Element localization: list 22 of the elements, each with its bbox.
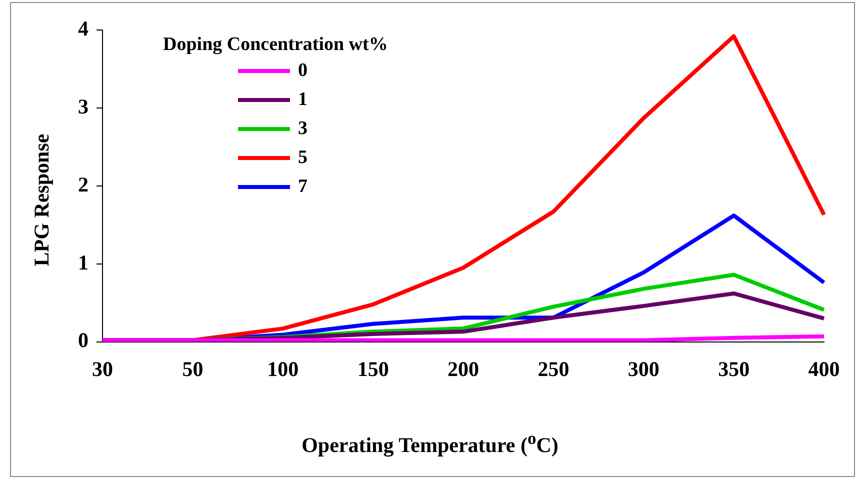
x-tick-label: 30 [92,356,113,381]
y-tick-label: 3 [78,94,88,118]
legend-label: 7 [298,176,308,198]
x-tick-label: 50 [182,356,204,381]
x-axis-title: Operating Temperature ($^{o}$C) [300,428,560,458]
x-tick-label: 300 [628,356,660,381]
y-tick-label: 4 [78,16,89,40]
y-axis-title: LPG Response [30,134,54,266]
x-tick-label: 350 [718,356,750,381]
legend-label: 3 [298,118,308,140]
legend-label: 0 [298,60,308,82]
legend-title: Doping Concentration wt% [163,34,388,56]
x-tick-label: 250 [538,356,570,381]
y-tick-label: 0 [78,328,88,352]
x-tick-label: 200 [448,356,479,381]
y-tick-label: 2 [78,172,88,196]
x-tick-label: 150 [357,356,389,381]
y-tick-label: 1 [78,250,88,274]
x-tick-label: 400 [808,356,840,381]
legend-label: 5 [298,146,308,168]
x-tick-label: 100 [267,356,299,381]
legend-label: 1 [298,88,308,110]
